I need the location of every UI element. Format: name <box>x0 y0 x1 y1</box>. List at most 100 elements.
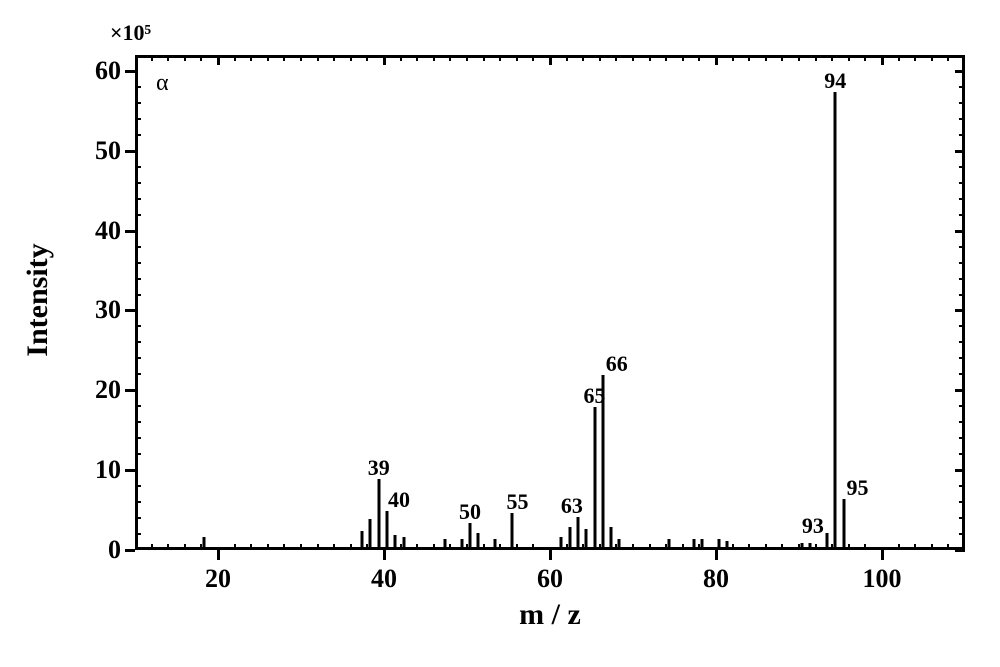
x-minor-tick <box>200 544 202 550</box>
x-minor-tick <box>914 544 916 550</box>
x-minor-tick <box>532 544 534 550</box>
y-minor-tick <box>135 533 141 535</box>
x-minor-tick <box>898 544 900 550</box>
x-minor-tick <box>234 544 236 550</box>
mass-peak <box>394 535 397 547</box>
y-minor-tick <box>959 278 965 280</box>
x-minor-tick <box>781 544 783 550</box>
y-minor-tick <box>959 501 965 503</box>
y-tick <box>125 309 135 312</box>
x-minor-tick <box>599 55 601 61</box>
x-tick <box>549 55 552 65</box>
mass-peak <box>203 537 206 547</box>
peak-label: 95 <box>847 475 869 501</box>
x-minor-tick <box>167 544 169 550</box>
x-minor-tick <box>682 544 684 550</box>
x-tick <box>715 55 718 65</box>
y-tick-label: 60 <box>71 56 121 86</box>
peak-label: 93 <box>802 513 824 539</box>
x-minor-tick <box>250 544 252 550</box>
x-minor-tick <box>433 55 435 61</box>
x-tick <box>217 550 220 560</box>
x-tick-label: 100 <box>863 564 902 594</box>
x-minor-tick <box>831 544 833 550</box>
y-minor-tick <box>135 405 141 407</box>
x-minor-tick <box>914 55 916 61</box>
x-minor-tick <box>433 544 435 550</box>
x-minor-tick <box>781 55 783 61</box>
y-minor-tick <box>135 262 141 264</box>
y-tick <box>955 230 965 233</box>
x-tick <box>217 55 220 65</box>
x-minor-tick <box>466 55 468 61</box>
y-tick <box>955 309 965 312</box>
mass-peak <box>493 539 496 547</box>
x-minor-tick <box>167 55 169 61</box>
x-minor-tick <box>815 544 817 550</box>
mass-peak <box>560 537 563 547</box>
mass-peak <box>825 533 828 547</box>
x-tick <box>881 550 884 560</box>
y-minor-tick <box>959 166 965 168</box>
x-minor-tick <box>151 55 153 61</box>
y-minor-tick <box>959 485 965 487</box>
y-minor-tick <box>959 134 965 136</box>
x-minor-tick <box>815 55 817 61</box>
x-minor-tick <box>765 544 767 550</box>
x-minor-tick <box>682 55 684 61</box>
x-minor-tick <box>151 544 153 550</box>
x-minor-tick <box>449 544 451 550</box>
x-minor-tick <box>184 55 186 61</box>
y-tick <box>125 549 135 552</box>
x-minor-tick <box>898 55 900 61</box>
mass-peak <box>701 539 704 547</box>
mass-peak <box>377 479 380 547</box>
y-minor-tick <box>135 421 141 423</box>
mass-peak <box>469 523 472 547</box>
peak-label: 63 <box>561 493 583 519</box>
y-minor-tick <box>959 325 965 327</box>
x-minor-tick <box>483 544 485 550</box>
x-minor-tick <box>516 55 518 61</box>
x-axis-label: m / z <box>490 598 610 632</box>
y-tick <box>955 549 965 552</box>
y-minor-tick <box>959 517 965 519</box>
mass-peak <box>568 527 571 547</box>
x-tick <box>715 550 718 560</box>
x-minor-tick <box>698 55 700 61</box>
y-minor-tick <box>959 533 965 535</box>
x-minor-tick <box>250 55 252 61</box>
y-minor-tick <box>135 102 141 104</box>
x-minor-tick <box>947 544 949 550</box>
y-tick <box>125 469 135 472</box>
y-tick <box>125 70 135 73</box>
mass-peak <box>369 519 372 547</box>
mass-peak <box>610 527 613 547</box>
y-minor-tick <box>135 294 141 296</box>
peak-label: 55 <box>507 489 529 515</box>
x-minor-tick <box>582 544 584 550</box>
x-minor-tick <box>798 544 800 550</box>
y-minor-tick <box>959 118 965 120</box>
mass-peak <box>693 539 696 547</box>
x-minor-tick <box>798 55 800 61</box>
x-minor-tick <box>350 55 352 61</box>
peak-label: 40 <box>388 487 410 513</box>
mass-peak <box>402 537 405 547</box>
y-tick <box>125 389 135 392</box>
y-minor-tick <box>135 517 141 519</box>
x-minor-tick <box>234 55 236 61</box>
x-minor-tick <box>499 55 501 61</box>
x-minor-tick <box>864 544 866 550</box>
mass-peak <box>593 407 596 547</box>
y-axis-label: Intensity <box>21 200 55 400</box>
x-minor-tick <box>649 55 651 61</box>
y-tick-label: 0 <box>71 535 121 565</box>
x-minor-tick <box>532 55 534 61</box>
y-minor-tick <box>959 294 965 296</box>
y-minor-tick <box>135 198 141 200</box>
y-minor-tick <box>135 166 141 168</box>
mass-peak <box>460 539 463 547</box>
y-minor-tick <box>135 437 141 439</box>
y-minor-tick <box>959 86 965 88</box>
